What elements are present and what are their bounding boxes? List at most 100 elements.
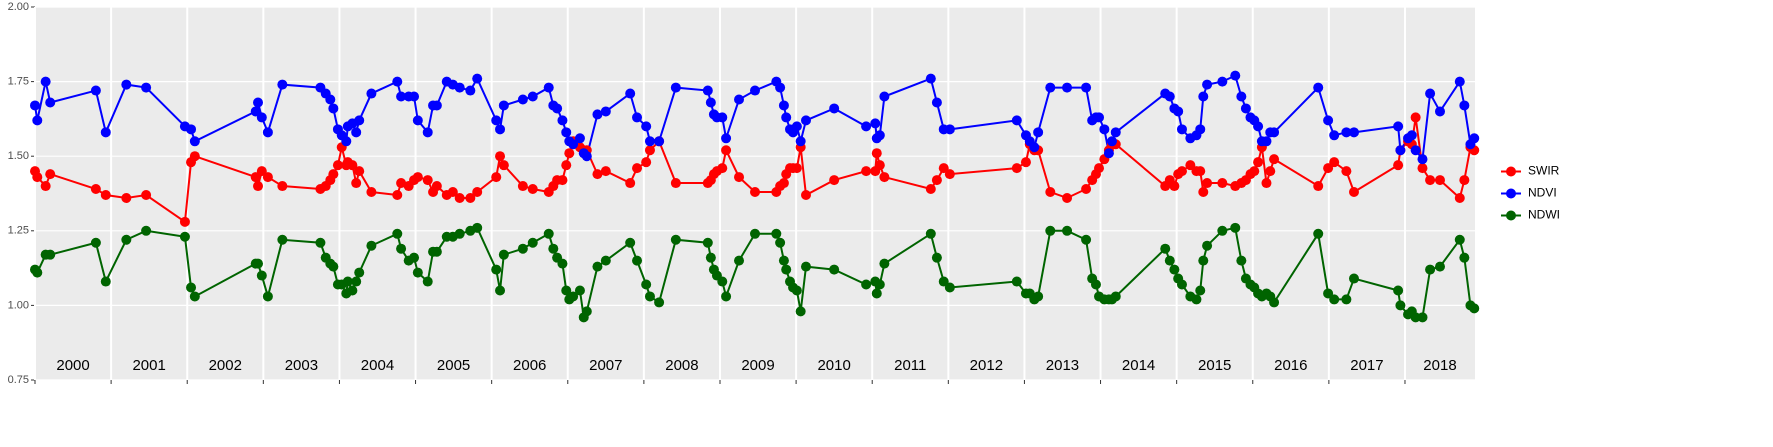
point (328, 261, 339, 272)
year-label: 2018 (1423, 357, 1456, 374)
year-label: 2013 (1046, 357, 1079, 374)
point (829, 103, 840, 114)
year-label: 2005 (437, 357, 470, 374)
point (412, 172, 423, 183)
year-label: 2014 (1122, 357, 1155, 374)
point (552, 103, 563, 114)
point (1094, 163, 1105, 174)
point (1393, 285, 1404, 296)
point (944, 124, 955, 135)
point (189, 291, 200, 302)
point (392, 76, 403, 87)
point (734, 172, 745, 183)
point (548, 243, 559, 254)
legend-key (1506, 210, 1516, 221)
point (1062, 82, 1073, 93)
point (1090, 279, 1101, 290)
point (1202, 178, 1213, 189)
point (1469, 133, 1480, 144)
point (262, 291, 273, 302)
point (931, 252, 942, 263)
point (800, 115, 811, 126)
point (879, 91, 890, 102)
point (561, 160, 572, 171)
point (1217, 178, 1228, 189)
point (1269, 127, 1280, 138)
year-label: 2010 (817, 357, 850, 374)
point (778, 100, 789, 111)
point (1313, 181, 1324, 192)
point (1395, 145, 1406, 156)
year-label: 2006 (513, 357, 546, 374)
point (632, 255, 643, 266)
point (925, 228, 936, 239)
point (781, 264, 792, 275)
point (253, 258, 264, 269)
point (1459, 100, 1470, 111)
point (1045, 82, 1056, 93)
point (1417, 154, 1428, 165)
point (1265, 166, 1276, 177)
point (1011, 276, 1022, 287)
y-tick-label: 1.50 (8, 150, 29, 162)
point (871, 148, 882, 159)
point (465, 85, 476, 96)
point (495, 151, 506, 162)
point (40, 181, 51, 192)
point (1253, 121, 1264, 132)
point (328, 103, 339, 114)
point (392, 189, 403, 200)
point (256, 270, 267, 281)
point (454, 228, 465, 239)
year-label: 2008 (665, 357, 698, 374)
point (670, 234, 681, 245)
point (1176, 166, 1187, 177)
point (1062, 225, 1073, 236)
point (1230, 70, 1241, 81)
point (315, 237, 326, 248)
point (354, 115, 365, 126)
year-label: 2012 (970, 357, 1003, 374)
point (141, 225, 152, 236)
point (351, 276, 362, 287)
point (253, 181, 264, 192)
point (829, 175, 840, 186)
point (568, 291, 579, 302)
point (781, 112, 792, 123)
point (141, 82, 152, 93)
point (1393, 121, 1404, 132)
point (1195, 166, 1206, 177)
point (454, 192, 465, 203)
point (392, 228, 403, 239)
point (641, 279, 652, 290)
year-label: 2017 (1350, 357, 1383, 374)
point (734, 94, 745, 105)
point (1033, 291, 1044, 302)
point (396, 178, 407, 189)
point (632, 112, 643, 123)
point (1164, 255, 1175, 266)
point (702, 85, 713, 96)
point (721, 145, 732, 156)
point (1406, 130, 1417, 141)
point (750, 228, 760, 239)
point (592, 261, 603, 272)
point (581, 151, 592, 162)
point (717, 112, 728, 123)
point (944, 169, 955, 180)
point (557, 175, 568, 186)
point (1202, 79, 1213, 90)
point (874, 130, 885, 141)
point (396, 243, 407, 254)
point (1313, 228, 1324, 239)
point (1198, 91, 1209, 102)
point (1269, 297, 1280, 308)
point (1425, 175, 1436, 186)
point (1081, 82, 1092, 93)
point (829, 264, 840, 275)
point (1341, 294, 1352, 305)
point (568, 139, 579, 150)
point (422, 175, 433, 186)
point (1454, 76, 1465, 87)
point (775, 82, 786, 93)
